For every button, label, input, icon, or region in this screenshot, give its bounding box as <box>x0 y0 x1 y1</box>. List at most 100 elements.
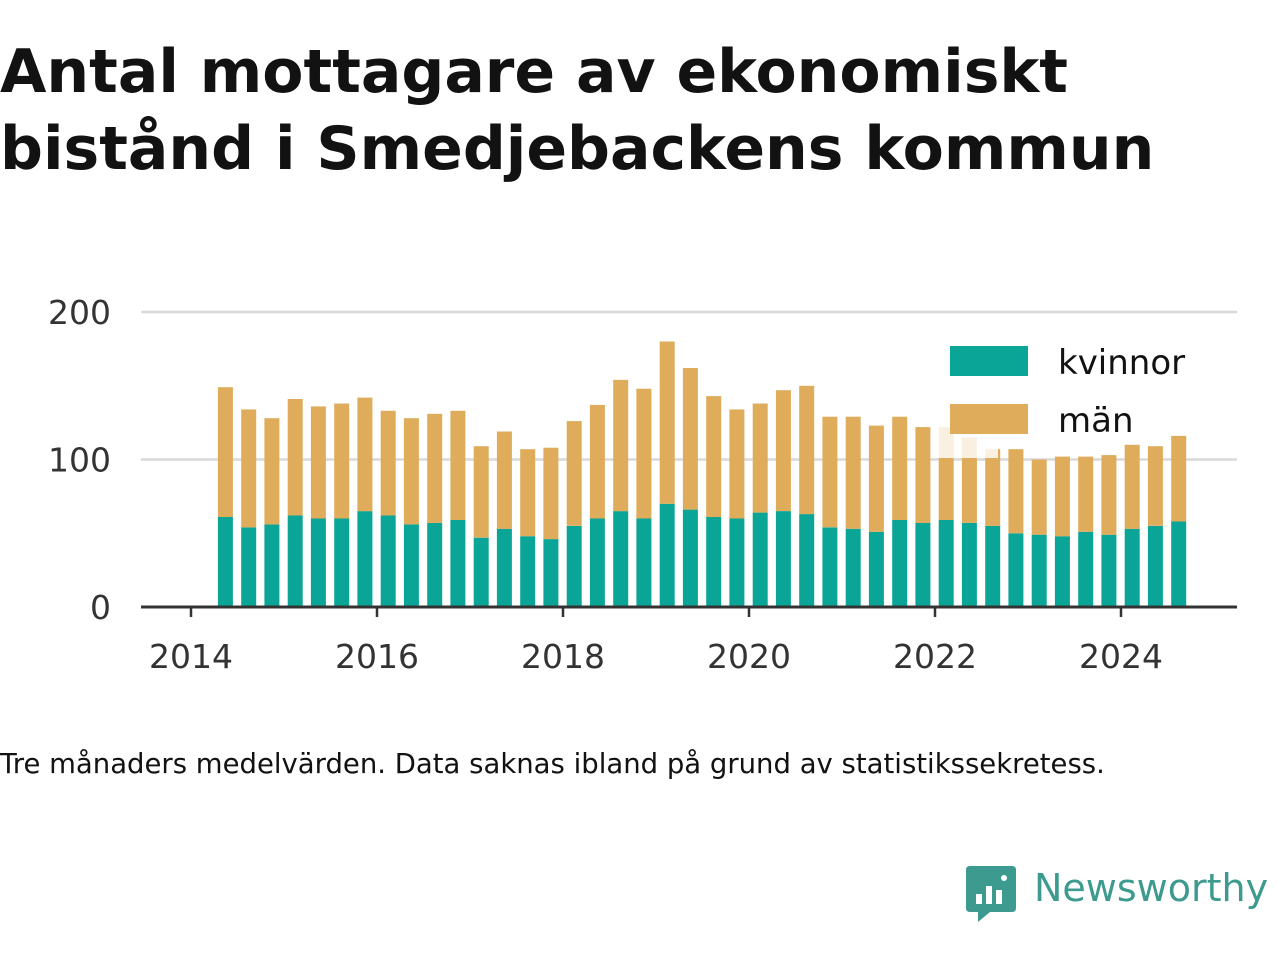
bar-kvinnor <box>636 518 652 607</box>
bar-man <box>403 418 419 525</box>
bar-man <box>822 416 838 528</box>
bar-man <box>775 390 791 512</box>
bar-kvinnor <box>310 518 326 607</box>
bar-man <box>334 403 350 519</box>
bar-kvinnor <box>1101 534 1117 607</box>
bar-kvinnor <box>938 520 954 607</box>
bar-man <box>1101 455 1117 535</box>
bars <box>217 341 1187 608</box>
legend-label: kvinnor <box>1058 343 1185 383</box>
bar-man <box>1171 435 1187 522</box>
bar-man <box>1008 449 1024 534</box>
bar-kvinnor <box>1008 533 1024 608</box>
bar-man <box>450 410 466 520</box>
bar-kvinnor <box>264 524 280 607</box>
bar-man <box>729 409 745 519</box>
bar-kvinnor <box>822 527 838 607</box>
legend-label: män <box>1058 401 1134 441</box>
bar-man <box>1124 444 1140 529</box>
bar-man <box>310 406 326 519</box>
bar-kvinnor <box>589 518 605 607</box>
y-axis-tick-labels: 0 100 200 <box>48 293 111 627</box>
bar-man <box>357 397 373 512</box>
bar-kvinnor <box>241 527 257 607</box>
newsworthy-logo[interactable]: Newsworthy <box>964 864 1280 924</box>
bar-man <box>496 431 512 529</box>
bar-kvinnor <box>868 531 884 607</box>
legend: kvinnor män <box>936 343 1185 458</box>
bar-kvinnor <box>520 536 536 607</box>
brand-name: Newsworthy <box>1034 866 1269 910</box>
bar-man <box>520 449 536 537</box>
bar-kvinnor <box>357 511 373 607</box>
legend-swatch <box>950 404 1028 434</box>
bar-kvinnor <box>1171 521 1187 607</box>
x-tick-label: 2014 <box>149 637 233 676</box>
bar-kvinnor <box>473 537 489 607</box>
bar-man <box>915 427 931 523</box>
bar-kvinnor <box>450 520 466 607</box>
bar-kvinnor <box>496 528 512 607</box>
y-tick-label: 200 <box>48 293 111 332</box>
bar-man <box>845 416 861 529</box>
bar-man <box>589 404 605 519</box>
bar-man <box>613 379 629 512</box>
bar-kvinnor <box>287 515 303 607</box>
bar-kvinnor <box>706 517 722 607</box>
bar-kvinnor <box>775 511 791 607</box>
bar-man <box>892 416 908 520</box>
chart-title: Antal mottagare av ekonomiskt bistånd i … <box>0 37 1155 184</box>
y-tick-label: 100 <box>48 441 111 480</box>
bar-kvinnor <box>845 528 861 607</box>
x-tick-label: 2018 <box>521 637 605 676</box>
y-tick-label: 0 <box>90 588 111 627</box>
bar-man <box>682 368 698 510</box>
bar-kvinnor <box>334 518 350 607</box>
bar-kvinnor <box>1031 534 1047 607</box>
bar-man <box>217 387 233 517</box>
x-tick-label: 2024 <box>1079 637 1163 676</box>
bar-man <box>961 437 977 523</box>
bar-man <box>473 446 489 538</box>
bar-man <box>868 425 884 532</box>
bar-kvinnor <box>659 503 675 608</box>
bar-man <box>636 388 652 519</box>
bar-kvinnor <box>799 514 815 607</box>
bar-man <box>1147 446 1163 526</box>
bar-man <box>706 396 722 517</box>
bar-man <box>752 403 768 513</box>
bar-man <box>543 447 559 540</box>
bar-man <box>799 385 815 515</box>
bar-man <box>287 399 303 516</box>
x-tick-label: 2022 <box>893 637 977 676</box>
bar-man <box>1054 456 1070 537</box>
stacked-bar-chart: 0 100 200 2014 2016 2018 2020 2022 2024 kvinnor… <box>48 293 1237 676</box>
bar-kvinnor <box>427 522 443 607</box>
bar-man <box>985 449 1001 526</box>
bar-kvinnor <box>613 511 629 607</box>
bar-kvinnor <box>380 515 396 607</box>
bar-kvinnor <box>752 512 768 607</box>
bar-kvinnor <box>217 517 233 607</box>
bar-kvinnor <box>892 520 908 607</box>
bar-kvinnor <box>1054 536 1070 607</box>
legend-swatch <box>950 346 1028 376</box>
bar-man <box>1031 459 1047 535</box>
bar-kvinnor <box>682 509 698 607</box>
bar-kvinnor <box>985 525 1001 607</box>
x-tick-label: 2020 <box>707 637 791 676</box>
bar-kvinnor <box>729 518 745 607</box>
bar-man <box>241 409 257 528</box>
bar-kvinnor <box>1078 531 1094 607</box>
x-axis: 2014 2016 2018 2020 2022 2024 <box>141 605 1237 676</box>
newsworthy-bar-chart-speech-bubble-icon <box>966 866 1016 922</box>
bar-kvinnor <box>961 522 977 607</box>
bar-kvinnor <box>566 525 582 607</box>
bar-kvinnor <box>403 524 419 607</box>
bar-kvinnor <box>1124 528 1140 607</box>
x-tick-label: 2016 <box>335 637 419 676</box>
bar-man <box>427 413 443 523</box>
chart-footnote: Tre månaders medelvärden. Data saknas ib… <box>0 748 1105 780</box>
bar-man <box>380 410 396 516</box>
bar-man <box>659 341 675 504</box>
